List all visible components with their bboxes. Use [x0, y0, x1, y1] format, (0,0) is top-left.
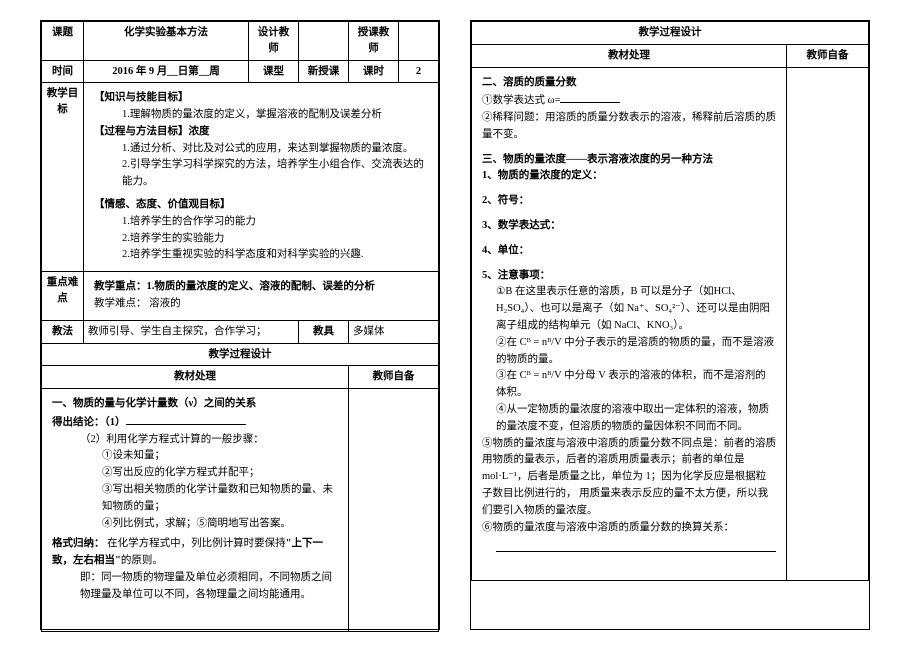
col-material: 教材处理: [42, 366, 349, 389]
period-value: 2: [399, 60, 439, 83]
goal-g2a: 1.通过分析、对比及对公式的应用，来达到掌握物质的量浓度。: [94, 141, 428, 158]
header-row-2: 时间 2016 年 9 月__日第__周 课型 新授课 课时 2: [42, 60, 439, 83]
r-prep-body: [787, 67, 869, 581]
keypoints-content: 教学重点：1.物质的量浓度的定义、溶液的配制、误差的分析 教学难点： 溶液的: [84, 272, 439, 321]
goal-g3c: 2.培养学生重视实验的科学态度和对科学实验的兴趣.: [94, 247, 428, 264]
format-block: 格式归纳： 在化学方程式中，列比例计算时要保持"上下一致，左右相当"的原则。: [52, 536, 338, 570]
label-designer: 设计教师: [249, 22, 299, 61]
r-columns-row: 教材处理 教师自备: [472, 44, 869, 67]
n2: ②在 Cᴮ = nᴮ/V 中分子表示的是溶质的物质的量，而不是溶液的物质的量。: [482, 335, 776, 369]
label-type: 课型: [249, 60, 299, 83]
format-text2: 即：同一物质的物理量及单位必须相同，不同物质之间物理量及单位可以不同，各物理量之…: [52, 570, 338, 604]
body-row: 一、物质的量与化学计量数（ν）之间的关系 得出结论：（1） （2）利用化学方程式…: [42, 389, 439, 632]
fill-blank: [126, 413, 246, 425]
keypoints-row: 重点难点 教学重点：1.物质的量浓度的定义、溶液的配制、误差的分析 教学难点： …: [42, 272, 439, 321]
col-prep: 教师自备: [349, 366, 439, 389]
goal-g1: 1.理解物质的量浓度的定义，掌握溶液的配制及误差分析: [94, 107, 428, 124]
r-process-title-row: 教学过程设计: [472, 22, 869, 45]
label-goals: 教学目标: [42, 83, 84, 272]
label-teacher: 授课教师: [349, 22, 399, 61]
omega-blank: [560, 91, 620, 103]
s2: （2）利用化学方程式计算的一般步骤：: [52, 432, 338, 449]
step4: ④列比例式，求解；⑤简明地写出答案。: [52, 516, 338, 533]
r-process-title: 教学过程设计: [472, 22, 869, 45]
s3-2: 2、符号：: [482, 193, 776, 210]
label-topic: 课题: [42, 22, 84, 61]
goal-g3b: 2.培养学生的实验能力: [94, 231, 428, 248]
designer: [299, 22, 349, 61]
conclude-line: 得出结论：（1）: [52, 413, 338, 432]
step3: ③写出相关物质的化学计量数和已知物质的量、未知物质的量；: [52, 482, 338, 516]
s2-1: ①数学表达式 ω=: [482, 91, 776, 110]
process-columns-row: 教材处理 教师自备: [42, 366, 439, 389]
n6: ⑥物质的量浓度与溶液中溶质的质量分数的换算关系：: [482, 520, 776, 537]
label-keypoints: 重点难点: [42, 272, 84, 321]
method-row: 教法 教师引导、学生自主探究，合作学习； 教具 多媒体: [42, 320, 439, 343]
s2-1-text: ①数学表达式 ω=: [482, 95, 560, 106]
process-title: 教学过程设计: [42, 343, 439, 366]
step2: ②写出反应的化学方程式并配平；: [52, 465, 338, 482]
goal-h3: 【情感、态度、价值观目标】: [94, 197, 428, 214]
s2-title: 二、溶质的质量分数: [482, 75, 776, 92]
lesson-plan-table: 课题 化学实验基本方法 设计教师 授课教师 时间 2016 年 9 月__日第_…: [41, 21, 439, 632]
goals-row: 教学目标 【知识与技能目标】 1.理解物质的量浓度的定义，掌握溶液的配制及误差分…: [42, 83, 439, 272]
teacher: [399, 22, 439, 61]
topic: 化学实验基本方法: [84, 22, 249, 61]
r-material-body: 二、溶质的质量分数 ①数学表达式 ω= ②稀释问题：用溶质的质量分数表示的溶液，…: [472, 67, 787, 581]
r-col-material: 教材处理: [472, 44, 787, 67]
s1-title: 一、物质的量与化学计量数（ν）之间的关系: [52, 396, 338, 413]
dp-text: 教学难点： 溶液的: [94, 296, 428, 313]
time-value: 2016 年 9 月__日第__周: [84, 60, 249, 83]
material-body: 一、物质的量与化学计量数（ν）之间的关系 得出结论：（1） （2）利用化学方程式…: [42, 389, 349, 632]
conclude-label: 得出结论：（1）: [52, 417, 126, 428]
goal-h2: 【过程与方法目标】浓度: [94, 124, 428, 141]
format-label: 格式归纳：: [52, 538, 105, 549]
n3: ③在 Cᴮ = nᴮ/V 中分母 V 表示的溶液的体积，而不是溶剂的体积。: [482, 368, 776, 402]
label-tool: 教具: [299, 320, 349, 343]
s3-4: 4、单位：: [482, 243, 776, 260]
n5: ⑤物质的量浓度与溶液中溶质的质量分数不同点是：前者的溶质用物质的量表示，后者的溶…: [482, 436, 776, 520]
s3-title: 三、物质的量浓度——表示溶液浓度的另一种方法: [482, 152, 776, 169]
s3-1: 1、物质的量浓度的定义：: [482, 168, 776, 185]
prep-body-left: [349, 389, 439, 632]
r-col-prep: 教师自备: [787, 44, 869, 67]
goal-g3a: 1.培养学生的合作学习的能力: [94, 214, 428, 231]
kp-text: 教学重点：1.物质的量浓度的定义、溶液的配制、误差的分析: [94, 279, 428, 296]
goals-content: 【知识与技能目标】 1.理解物质的量浓度的定义，掌握溶液的配制及误差分析 【过程…: [84, 83, 439, 272]
s3-3: 3、数学表达式：: [482, 218, 776, 235]
label-period: 课时: [349, 60, 399, 83]
conversion-blank: [496, 540, 776, 552]
process-title-row: 教学过程设计: [42, 343, 439, 366]
s3-5: 5、注意事项：: [482, 268, 776, 285]
left-page: 课题 化学实验基本方法 设计教师 授课教师 时间 2016 年 9 月__日第_…: [40, 20, 440, 630]
type-value: 新授课: [299, 60, 349, 83]
goal-h1: 【知识与技能目标】: [94, 90, 428, 107]
tool-text: 多媒体: [349, 320, 439, 343]
s2-2: ②稀释问题：用溶质的质量分数表示的溶液，稀释前后溶质的质量不变。: [482, 110, 776, 144]
label-time: 时间: [42, 60, 84, 83]
right-page: 教学过程设计 教材处理 教师自备 二、溶质的质量分数 ①数学表达式 ω= ②稀释…: [470, 20, 870, 630]
r-body-row: 二、溶质的质量分数 ①数学表达式 ω= ②稀释问题：用溶质的质量分数表示的溶液，…: [472, 67, 869, 581]
right-table: 教学过程设计 教材处理 教师自备 二、溶质的质量分数 ①数学表达式 ω= ②稀释…: [471, 21, 869, 581]
n1: ①B 在这里表示任意的溶质，B 可以是分子（如HCl、H₂SO₄）、也可以是离子…: [482, 284, 776, 334]
n4: ④从一定物质的量浓度的溶液中取出一定体积的溶液，物质的量浓度不变，但溶质的物质的…: [482, 402, 776, 436]
method-text: 教师引导、学生自主探究，合作学习；: [84, 320, 299, 343]
goal-g2b: 2.引导学生学习科学探究的方法，培养学生小组合作、交流表达的能力。: [94, 157, 428, 191]
step1: ①设未知量；: [52, 448, 338, 465]
label-method: 教法: [42, 320, 84, 343]
header-row-1: 课题 化学实验基本方法 设计教师 授课教师: [42, 22, 439, 61]
